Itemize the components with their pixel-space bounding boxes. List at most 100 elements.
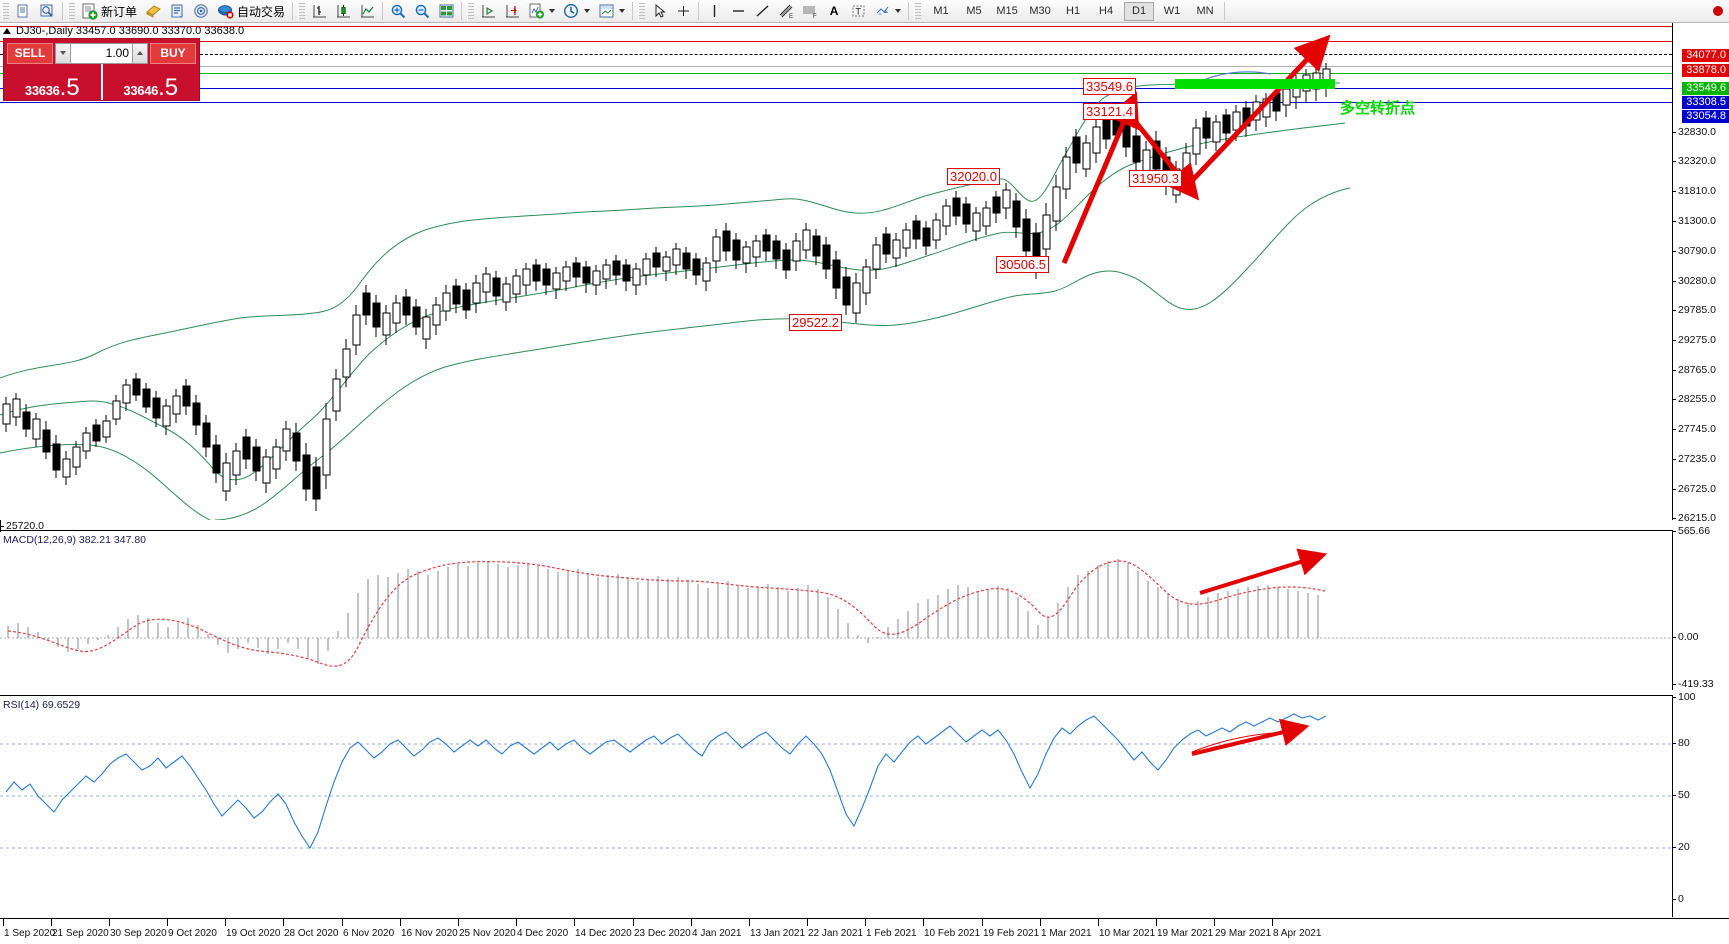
date-axis[interactable]: 1 Sep 2020 21 Sep 2020 30 Sep 2020 9 Oct… bbox=[0, 918, 1729, 944]
price-tick-32320: 32320.0 bbox=[1673, 155, 1716, 167]
autotrading-button[interactable]: 自动交易 bbox=[213, 1, 289, 22]
one-click-price-row[interactable]: 33636 .5 33646 .5 bbox=[4, 64, 199, 100]
new-order-button[interactable]: 新订单 bbox=[77, 1, 141, 22]
supply-zone-rectangle[interactable] bbox=[1175, 79, 1335, 89]
terminal-icon[interactable] bbox=[11, 1, 35, 22]
level-line-ask bbox=[0, 26, 1672, 27]
timeframe-m30[interactable]: M30 bbox=[1029, 5, 1051, 17]
price-chart-canvas bbox=[0, 34, 1351, 520]
ann-33121[interactable]: 33121.4 bbox=[1083, 103, 1136, 120]
history-icon[interactable] bbox=[141, 1, 165, 22]
timeframe-m1[interactable]: M1 bbox=[933, 5, 949, 17]
tile-windows-icon[interactable] bbox=[434, 1, 458, 22]
turning-point-note[interactable]: 多空转折点 bbox=[1340, 100, 1416, 117]
volume-stepper[interactable]: 1.00 bbox=[55, 42, 148, 64]
zoom-in-icon[interactable] bbox=[386, 1, 410, 22]
text-label-icon[interactable]: T bbox=[846, 1, 870, 22]
timeframe-m5[interactable]: M5 bbox=[966, 5, 982, 17]
shapes-button[interactable] bbox=[870, 1, 905, 22]
toolbar-grip-1[interactable] bbox=[2, 2, 9, 20]
candle-chart-icon[interactable] bbox=[331, 1, 355, 22]
data-window-icon[interactable] bbox=[35, 1, 59, 22]
volume-increase-button[interactable] bbox=[132, 42, 148, 64]
ann-29522[interactable]: 29522.2 bbox=[789, 314, 842, 331]
badge-stop: 33878.0 bbox=[1682, 64, 1729, 77]
timeframe-mn[interactable]: MN bbox=[1196, 5, 1214, 17]
one-click-trading-panel[interactable]: SELL 1.00 BUY 33636 .5 33646 .5 bbox=[3, 38, 200, 101]
timeframe-d1[interactable]: D1 bbox=[1124, 1, 1155, 21]
timeframe-h4[interactable]: H4 bbox=[1099, 5, 1114, 17]
chevron-down-icon-3[interactable] bbox=[619, 9, 626, 13]
price-tick-31300: 31300.0 bbox=[1673, 215, 1716, 227]
equidistant-channel-icon[interactable]: E bbox=[774, 1, 798, 22]
text-icon-glyph: A bbox=[829, 4, 839, 18]
date-tick-18: 1 Mar 2021 bbox=[1040, 919, 1092, 939]
macd-divergence-arrow bbox=[1199, 548, 1328, 595]
macd-pane[interactable]: MACD(12,26,9) 382.21 347.80 bbox=[0, 530, 1672, 690]
line-chart-icon[interactable] bbox=[355, 1, 379, 22]
chart-shift-icon[interactable] bbox=[500, 1, 524, 22]
toolbar-grip-5[interactable] bbox=[638, 2, 646, 20]
date-tick-0: 1 Sep 2020 bbox=[2, 919, 56, 939]
alerts-icon[interactable] bbox=[189, 1, 213, 22]
price-tick-30280: 30280.0 bbox=[1673, 275, 1716, 287]
bar-chart-icon[interactable] bbox=[307, 1, 331, 22]
chevron-down-icon[interactable] bbox=[549, 9, 556, 13]
vertical-line-icon[interactable] bbox=[702, 1, 726, 22]
rsi-axis[interactable]: 100 80 50 20 0 bbox=[1672, 691, 1729, 917]
period-button[interactable] bbox=[559, 1, 594, 22]
collapse-triangle-icon[interactable] bbox=[3, 28, 11, 34]
trendline-icon[interactable] bbox=[750, 1, 774, 22]
buy-button[interactable]: BUY bbox=[150, 42, 196, 64]
crosshair-icon[interactable] bbox=[671, 1, 695, 22]
connection-status-icon bbox=[1713, 6, 1723, 16]
chart-window[interactable]: DJ30-,Daily 33457.0 33690.0 33370.0 3363… bbox=[0, 23, 1729, 944]
volume-input[interactable]: 1.00 bbox=[71, 42, 132, 64]
date-tick-16: 10 Feb 2021 bbox=[922, 919, 981, 939]
scroll-end-icon[interactable] bbox=[476, 1, 500, 22]
sell-button[interactable]: SELL bbox=[7, 42, 53, 64]
volume-decrease-button[interactable] bbox=[55, 42, 71, 64]
timeframe-h1[interactable]: H1 bbox=[1066, 5, 1081, 17]
one-click-top-row[interactable]: SELL 1.00 BUY bbox=[4, 39, 199, 64]
ann-30506[interactable]: 30506.5 bbox=[996, 256, 1049, 273]
horizontal-line-icon[interactable] bbox=[726, 1, 750, 22]
ann-33549[interactable]: 33549.6 bbox=[1083, 78, 1136, 95]
chevron-down-icon-4[interactable] bbox=[895, 9, 902, 13]
price-pane[interactable]: 33549.6 33121.4 32020.0 31950.3 30506.5 … bbox=[0, 23, 1672, 520]
cursor-icon[interactable] bbox=[647, 1, 671, 22]
timeframe-group[interactable]: M1 M5 M15 M30 H1 H4 D1 W1 MN bbox=[926, 1, 1220, 21]
macd-axis[interactable]: 565.66 0.00 -419.33 bbox=[1672, 525, 1729, 690]
date-tick-12: 4 Jan 2021 bbox=[691, 919, 742, 939]
ann-31950[interactable]: 31950.3 bbox=[1129, 170, 1182, 187]
market-watch-icon[interactable] bbox=[165, 1, 189, 22]
toolbar-separator bbox=[62, 2, 63, 20]
toolbar-separator-4 bbox=[461, 2, 463, 20]
ann-32020[interactable]: 32020.0 bbox=[947, 168, 1000, 185]
templates-button[interactable] bbox=[594, 1, 629, 22]
timeframe-w1[interactable]: W1 bbox=[1163, 5, 1181, 17]
toolbar-grip-4[interactable] bbox=[467, 2, 475, 20]
rsi-trend-curve bbox=[1191, 731, 1289, 753]
text-icon[interactable]: A bbox=[822, 1, 846, 22]
macd-signal-line bbox=[7, 560, 1326, 667]
price-tick-32830: 32830.0 bbox=[1673, 126, 1716, 138]
chevron-down-icon-2[interactable] bbox=[584, 9, 591, 13]
macd-histogram bbox=[7, 559, 1319, 664]
main-toolbar[interactable]: 新订单 自动交易 bbox=[0, 0, 1729, 23]
rsi-pane[interactable]: RSI(14) 69.6529 bbox=[0, 695, 1672, 917]
level-line-bid bbox=[0, 88, 1672, 89]
sell-price[interactable]: 33636 .5 bbox=[4, 64, 101, 100]
buy-price[interactable]: 33646 .5 bbox=[100, 64, 200, 100]
toolbar-separator-5 bbox=[632, 2, 634, 20]
toolbar-grip-2[interactable] bbox=[68, 2, 75, 20]
fibonacci-icon[interactable]: F bbox=[798, 1, 822, 22]
timeframe-m15[interactable]: M15 bbox=[996, 5, 1018, 17]
indicators-button[interactable] bbox=[524, 1, 559, 22]
zoom-out-icon[interactable] bbox=[410, 1, 434, 22]
toolbar-grip-6[interactable] bbox=[914, 2, 922, 20]
toolbar-grip-3[interactable] bbox=[298, 2, 306, 20]
price-axis[interactable]: 34077.0 33878.0 33549.6 33308.5 33054.8 … bbox=[1672, 23, 1729, 524]
rsi-tick-80: 80 bbox=[1673, 737, 1690, 749]
svg-text:E: E bbox=[789, 14, 793, 19]
